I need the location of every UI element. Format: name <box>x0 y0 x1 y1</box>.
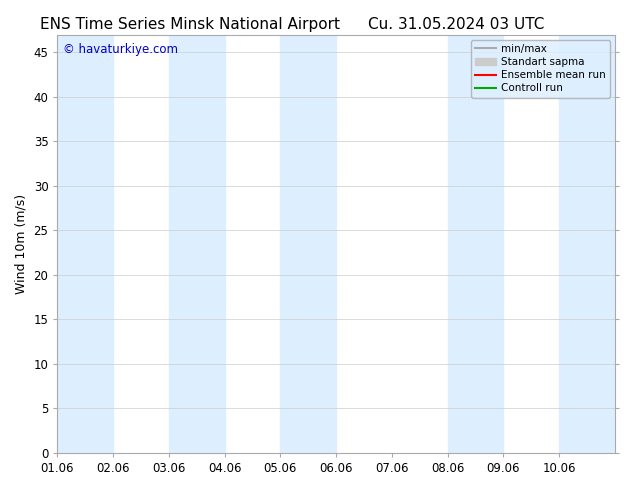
Bar <box>280 35 336 453</box>
Legend: min/max, Standart sapma, Ensemble mean run, Controll run: min/max, Standart sapma, Ensemble mean r… <box>470 40 610 98</box>
Text: © havaturkiye.com: © havaturkiye.com <box>63 43 178 56</box>
Bar <box>169 35 224 453</box>
Bar <box>448 35 503 453</box>
Y-axis label: Wind 10m (m/s): Wind 10m (m/s) <box>15 194 28 294</box>
Bar <box>559 35 615 453</box>
Text: Cu. 31.05.2024 03 UTC: Cu. 31.05.2024 03 UTC <box>368 17 545 32</box>
Bar <box>58 35 113 453</box>
Text: ENS Time Series Minsk National Airport: ENS Time Series Minsk National Airport <box>40 17 340 32</box>
